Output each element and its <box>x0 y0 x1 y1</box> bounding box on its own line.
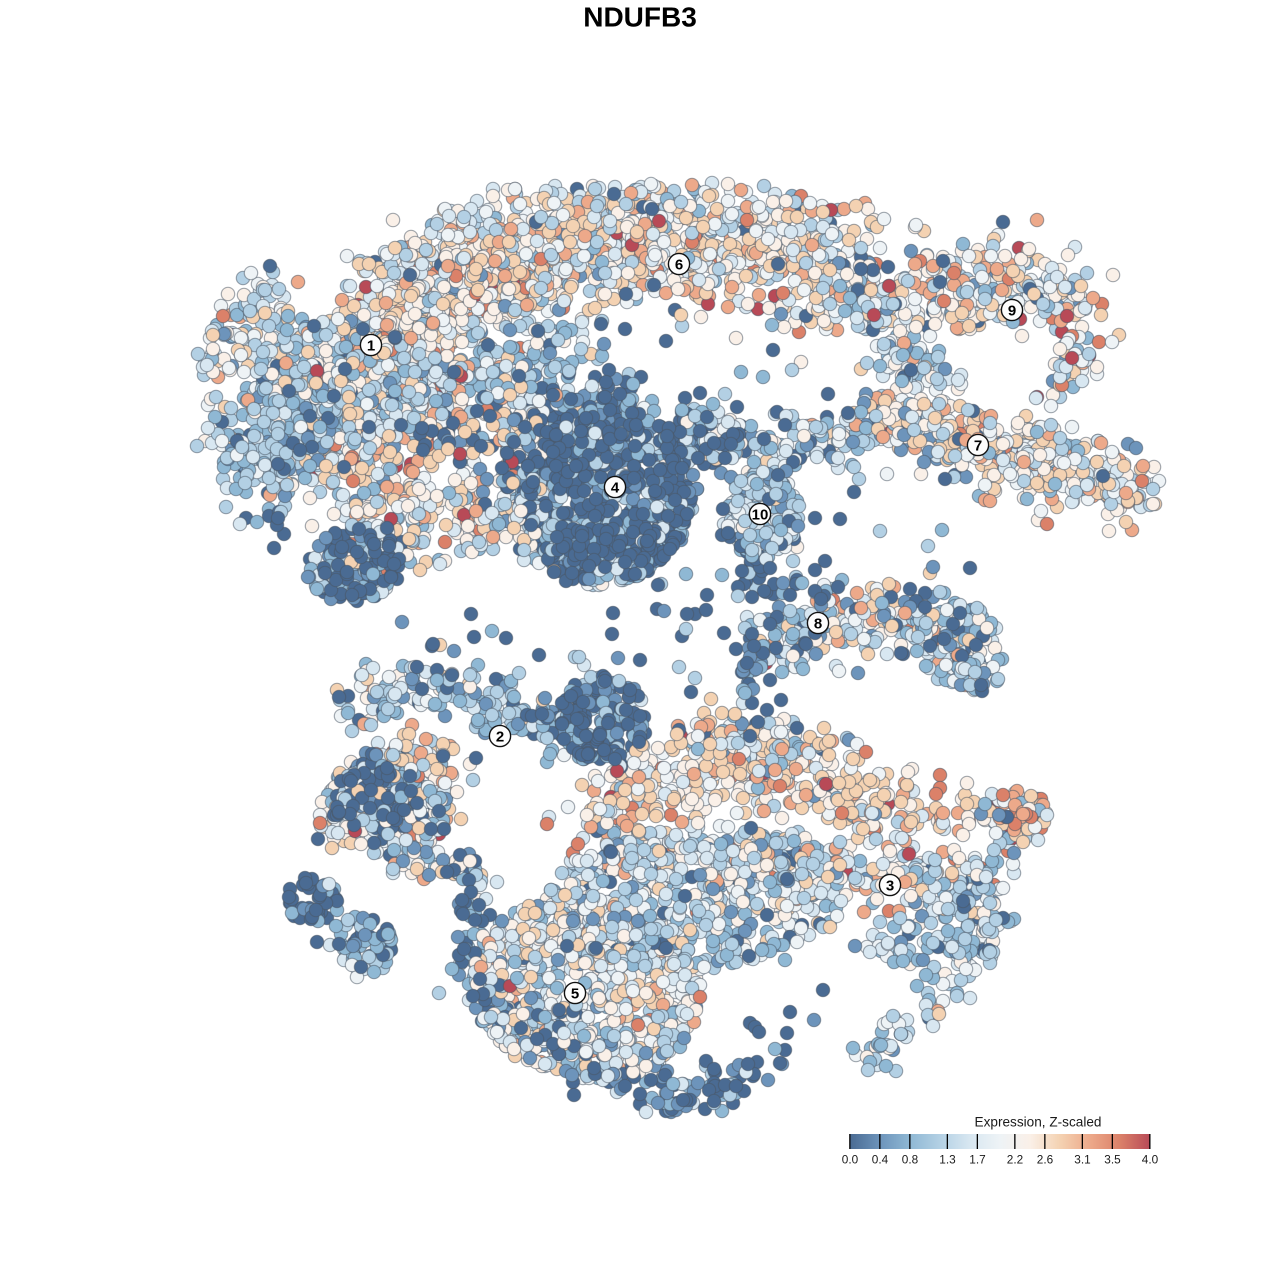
svg-text:NDUFB3: NDUFB3 <box>583 2 697 33</box>
